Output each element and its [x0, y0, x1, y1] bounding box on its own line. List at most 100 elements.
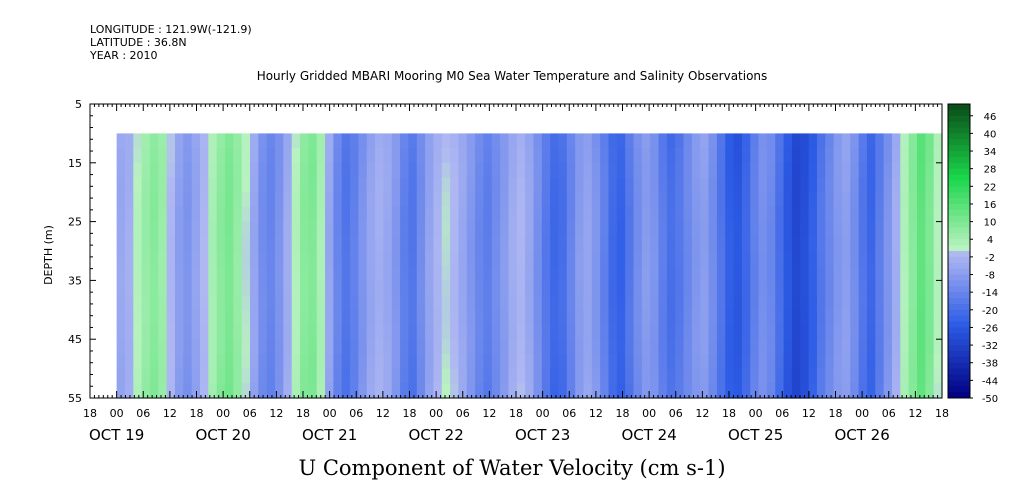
heatmap-cell: [533, 236, 543, 252]
heatmap-cell: [841, 236, 851, 252]
colorbar-frame: [947, 103, 971, 399]
heatmap-cell: [858, 280, 868, 296]
heatmap-cell: [925, 133, 935, 149]
heatmap-cell: [808, 368, 818, 384]
heatmap-cell: [741, 192, 751, 208]
heatmap-cell: [608, 221, 618, 237]
heatmap-cell: [708, 148, 718, 164]
heatmap-cell: [550, 309, 560, 326]
heatmap-cell: [366, 295, 376, 311]
heatmap-cell: [575, 368, 585, 384]
heatmap-cell: [266, 353, 276, 370]
heatmap-cell: [933, 206, 943, 223]
heatmap-cell: [883, 221, 893, 237]
heatmap-cell: [925, 324, 935, 340]
heatmap-cell: [383, 206, 393, 223]
heatmap-cell: [866, 162, 876, 179]
heatmap-cell: [458, 383, 468, 399]
heatmap-cell: [391, 324, 401, 340]
heatmap-cell: [149, 133, 159, 149]
colorbar-label: -44: [982, 376, 998, 387]
heatmap-cell: [750, 236, 760, 252]
heatmap-cell: [825, 339, 835, 355]
heatmap-cell: [741, 324, 751, 340]
heatmap-cell: [375, 280, 385, 296]
heatmap-cell: [850, 206, 860, 223]
heatmap-cell: [641, 133, 651, 149]
heatmap-cell: [700, 324, 710, 340]
heatmap-cell: [883, 162, 893, 179]
heatmap-cell: [775, 295, 785, 311]
heatmap-cell: [875, 148, 885, 164]
heatmap-cell: [716, 353, 726, 370]
heatmap-cell: [250, 339, 259, 355]
heatmap-cell: [116, 368, 126, 384]
heatmap-cell: [408, 148, 418, 164]
heatmap-cell: [366, 309, 376, 326]
x-hour-label: 00: [323, 407, 337, 420]
heatmap-cell: [300, 309, 309, 326]
heatmap-cell: [400, 221, 410, 237]
heatmap-cell: [200, 280, 209, 296]
heatmap-cell: [533, 251, 543, 267]
heatmap-cell: [291, 221, 301, 237]
colorbar-swatch: [948, 233, 970, 240]
heatmap-cell: [158, 353, 168, 370]
heatmap-cell: [566, 177, 576, 193]
heatmap-cell: [266, 177, 276, 193]
heatmap-cell: [900, 133, 910, 149]
heatmap-cell: [700, 133, 710, 149]
heatmap-cell: [608, 251, 618, 267]
heatmap-cell: [375, 295, 385, 311]
colorbar-swatch: [948, 386, 970, 393]
heatmap-cell: [466, 339, 476, 355]
heatmap-cell: [808, 162, 818, 179]
x-hour-label: 06: [243, 407, 257, 420]
heatmap-cell: [816, 206, 826, 223]
heatmap-cell: [833, 236, 843, 252]
heatmap-cell: [116, 221, 126, 237]
heatmap-cell: [283, 192, 293, 208]
heatmap-cell: [933, 383, 943, 399]
heatmap-cell: [300, 133, 309, 149]
heatmap-cell: [458, 324, 468, 340]
heatmap-cell: [416, 309, 426, 326]
heatmap-cell: [766, 192, 776, 208]
heatmap-cell: [208, 339, 218, 355]
heatmap-cell: [766, 236, 776, 252]
heatmap-cell: [708, 206, 718, 223]
heatmap-cell: [900, 177, 910, 193]
heatmap-cell: [149, 339, 159, 355]
heatmap-cell: [825, 221, 835, 237]
x-hour-label: 18: [616, 407, 630, 420]
heatmap-cell: [275, 148, 284, 164]
heatmap-cell: [700, 236, 710, 252]
heatmap-cell: [358, 280, 368, 296]
heatmap-cell: [716, 280, 726, 296]
heatmap-cell: [250, 251, 259, 267]
heatmap-cell: [691, 265, 701, 281]
heatmap-cell: [174, 162, 184, 179]
heatmap-cell: [791, 280, 801, 296]
heatmap-cell: [291, 236, 301, 252]
heatmap-cell: [716, 383, 726, 399]
heatmap-cell: [308, 206, 318, 223]
heatmap-cell: [275, 368, 284, 384]
heatmap-cell: [666, 353, 676, 370]
heatmap-cell: [341, 251, 351, 267]
heatmap-cell: [750, 177, 760, 193]
heatmap-cell: [216, 177, 226, 193]
heatmap-cell: [625, 177, 635, 193]
heatmap-cell: [933, 148, 943, 164]
heatmap-cell: [633, 339, 643, 355]
heatmap-cell: [883, 148, 893, 164]
heatmap-cell: [325, 236, 334, 252]
heatmap-cell: [700, 251, 710, 267]
heatmap-cell: [116, 206, 126, 223]
heatmap-cell: [291, 368, 301, 384]
heatmap-cell: [808, 177, 818, 193]
heatmap-cell: [174, 324, 184, 340]
heatmap-cell: [925, 192, 935, 208]
colorbar-swatch: [948, 362, 970, 370]
heatmap-cell: [591, 221, 601, 237]
